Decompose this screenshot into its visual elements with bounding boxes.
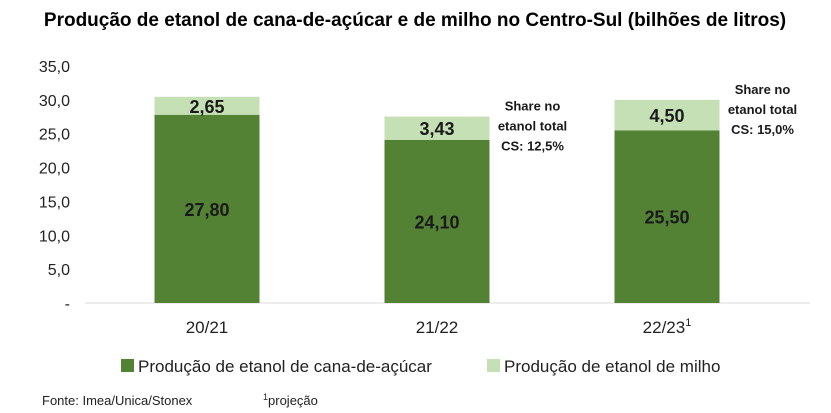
share-annotation-line: CS: 15,0% [731,122,794,137]
y-tick-label: 35,0 [39,59,70,76]
bar-corn [614,99,720,131]
share-annotation-line: etanol total [498,119,567,134]
data-label: 2,65 [189,97,224,117]
data-label: 24,10 [414,212,459,232]
source-note: Fonte: Imea/Unica/Stonex [42,393,193,408]
x-tick-superscript: 1 [685,317,691,329]
footnote: 1projeção [263,392,318,408]
share-annotation-line: etanol total [728,102,797,117]
legend-swatch [487,359,500,372]
bar-cane [384,139,490,303]
y-axis: - 5,0 10,0 15,0 20,0 25,0 30,0 35,0 [39,59,70,313]
bar-cane [154,114,260,303]
chart-title: Produção de etanol de cana-de-açúcar e d… [44,10,786,31]
legend-label: Produção de etanol de cana-de-açúcar [138,357,432,376]
x-tick-label: 20/21 [186,318,229,337]
bars: 27,80 2,65 24,10 3,43 25,50 4,50 [154,96,720,303]
annotations: Share no etanol total CS: 12,5% Share no eta… [498,82,797,154]
y-tick-label: 10,0 [39,228,70,245]
x-tick-label: 21/22 [416,318,459,337]
share-annotation-line: Share no [505,99,561,114]
footnote-marker: 1 [263,392,268,402]
x-axis: 20/21 21/22 22/231 [85,302,810,337]
share-annotation: Share no etanol total CS: 15,0% [728,82,797,137]
bar-corn [154,96,260,115]
legend-swatch [121,359,134,372]
footer: Fonte: Imea/Unica/Stonex 1projeção [42,392,318,408]
data-label: 27,80 [184,200,229,220]
footnote-text: projeção [268,393,318,408]
share-annotation-line: CS: 12,5% [501,139,564,154]
data-label: 4,50 [649,106,684,126]
data-label: 25,50 [644,208,689,228]
bar-corn [384,116,490,140]
y-tick-label: 30,0 [39,93,70,110]
legend: Produção de etanol de cana-de-açúcar Prod… [121,357,720,376]
y-tick-label: - [65,296,70,313]
bar-cane [614,130,720,303]
legend-label: Produção de etanol de milho [504,357,720,376]
share-annotation: Share no etanol total CS: 12,5% [498,99,567,154]
x-tick-label: 22/231 [643,317,692,337]
share-annotation-line: Share no [735,82,791,97]
y-tick-label: 5,0 [48,262,70,279]
y-tick-label: 20,0 [39,161,70,178]
data-label: 3,43 [419,119,454,139]
y-tick-label: 15,0 [39,194,70,211]
y-tick-label: 25,0 [39,127,70,144]
